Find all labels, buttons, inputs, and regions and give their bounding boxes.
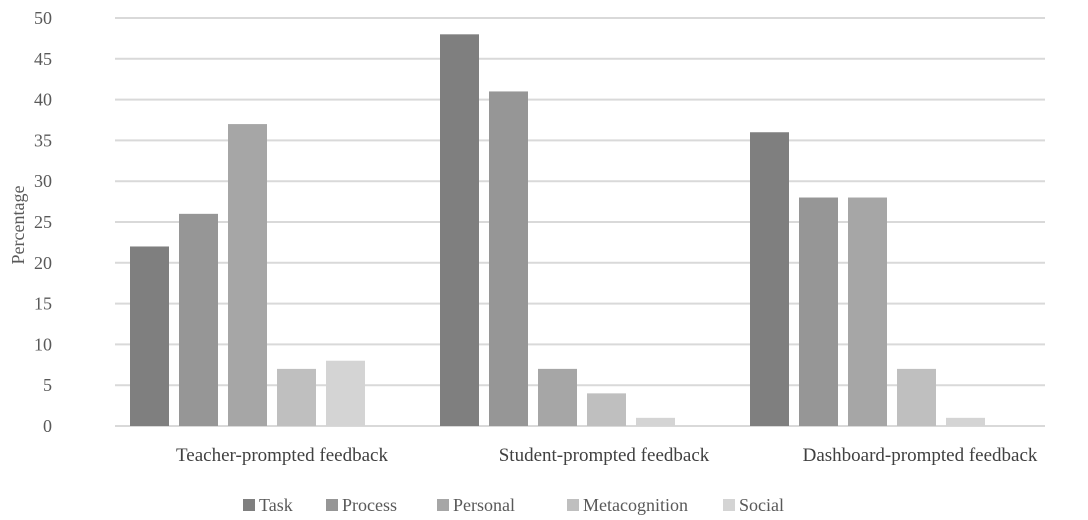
bar-social-3 <box>946 417 985 426</box>
bar-personal-1 <box>228 124 267 426</box>
x-category-label: Student-prompted feedback <box>499 445 710 466</box>
y-axis-title: Percentage <box>8 186 28 265</box>
x-category-label: Teacher-prompted feedback <box>176 445 388 466</box>
legend-item-metacognition: Metacognition <box>567 495 688 515</box>
legend-label: Personal <box>453 495 515 515</box>
bar-task-3 <box>750 132 789 427</box>
bar-social-1 <box>326 360 365 426</box>
bar-social-2 <box>636 417 675 426</box>
y-tick-label: 0 <box>43 416 52 436</box>
legend-label: Metacognition <box>583 495 688 515</box>
legend-swatch <box>723 499 735 511</box>
legend: Task Process Personal Metacognition Social <box>243 495 784 515</box>
bar-process-1 <box>179 213 218 426</box>
y-tick-label: 25 <box>34 212 52 232</box>
x-category-label: Dashboard-prompted feedback <box>803 445 1038 466</box>
y-tick-label: 45 <box>34 49 52 69</box>
y-tick-label: 50 <box>34 8 52 28</box>
y-tick-label: 5 <box>43 375 52 395</box>
y-tick-label: 35 <box>34 130 52 150</box>
y-tick-label: 40 <box>34 90 52 110</box>
legend-item-social: Social <box>723 495 784 515</box>
legend-label: Process <box>342 495 397 515</box>
bar-task-1 <box>130 246 169 426</box>
legend-item-task: Task <box>243 495 293 515</box>
bars <box>130 34 985 427</box>
legend-swatch <box>437 499 449 511</box>
bar-process-3 <box>799 197 838 426</box>
y-tick-label: 15 <box>34 294 52 314</box>
legend-item-process: Process <box>326 495 397 515</box>
legend-swatch <box>567 499 579 511</box>
y-tick-label: 20 <box>34 253 52 273</box>
gridlines <box>115 17 1045 427</box>
bar-metacognition-1 <box>277 368 316 426</box>
y-tick-label: 10 <box>34 334 52 354</box>
x-axis-category-labels: Teacher-prompted feedback Student-prompte… <box>176 445 1038 466</box>
bar-metacognition-3 <box>897 368 936 426</box>
bar-personal-3 <box>848 197 887 426</box>
legend-item-personal: Personal <box>437 495 515 515</box>
bar-personal-2 <box>538 368 577 426</box>
y-axis-ticks: 0 5 10 15 20 25 30 35 40 45 50 <box>34 8 52 436</box>
bar-task-2 <box>440 34 479 426</box>
legend-swatch <box>243 499 255 511</box>
legend-swatch <box>326 499 338 511</box>
bar-metacognition-2 <box>587 393 626 426</box>
legend-label: Task <box>259 495 293 515</box>
legend-label: Social <box>739 495 784 515</box>
y-tick-label: 30 <box>34 171 52 191</box>
bar-process-2 <box>489 91 528 426</box>
